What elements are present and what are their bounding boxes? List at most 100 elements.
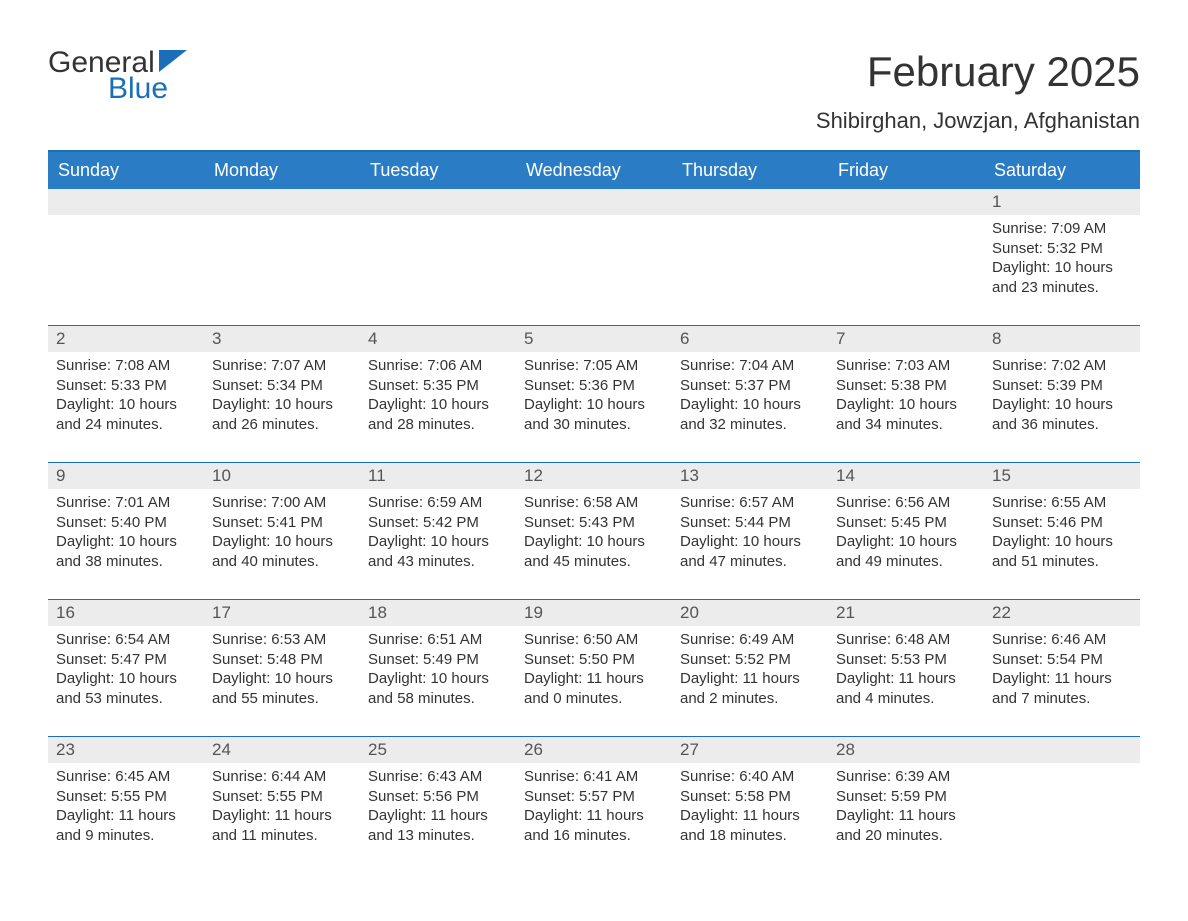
sunrise-text: Sunrise: 6:45 AM (56, 767, 196, 787)
sunrise-text: Sunrise: 6:59 AM (368, 493, 508, 513)
daylight-text: Daylight: 11 hours and 16 minutes. (524, 806, 664, 845)
day-number (984, 737, 1140, 763)
dow-saturday: Saturday (984, 152, 1140, 189)
daycontent-row: Sunrise: 7:09 AMSunset: 5:32 PMDaylight:… (48, 215, 1140, 325)
sunset-text: Sunset: 5:46 PM (992, 513, 1132, 533)
sunrise-text: Sunrise: 6:40 AM (680, 767, 820, 787)
sunrise-text: Sunrise: 7:01 AM (56, 493, 196, 513)
sunset-text: Sunset: 5:54 PM (992, 650, 1132, 670)
day-cell (516, 215, 672, 297)
month-title: February 2025 (816, 48, 1140, 96)
sunset-text: Sunset: 5:43 PM (524, 513, 664, 533)
daylight-text: Daylight: 10 hours and 24 minutes. (56, 395, 196, 434)
sunrise-text: Sunrise: 6:53 AM (212, 630, 352, 650)
day-cell: Sunrise: 6:56 AMSunset: 5:45 PMDaylight:… (828, 489, 984, 571)
day-cell: Sunrise: 7:02 AMSunset: 5:39 PMDaylight:… (984, 352, 1140, 434)
day-cell: Sunrise: 7:07 AMSunset: 5:34 PMDaylight:… (204, 352, 360, 434)
day-of-week-header: SundayMondayTuesdayWednesdayThursdayFrid… (48, 152, 1140, 189)
sunset-text: Sunset: 5:32 PM (992, 239, 1132, 259)
day-cell: Sunrise: 6:41 AMSunset: 5:57 PMDaylight:… (516, 763, 672, 845)
daylight-text: Daylight: 11 hours and 0 minutes. (524, 669, 664, 708)
daylight-text: Daylight: 10 hours and 53 minutes. (56, 669, 196, 708)
daylight-text: Daylight: 10 hours and 43 minutes. (368, 532, 508, 571)
sunrise-text: Sunrise: 6:56 AM (836, 493, 976, 513)
daylight-text: Daylight: 10 hours and 58 minutes. (368, 669, 508, 708)
dow-sunday: Sunday (48, 152, 204, 189)
logo-text-blue: Blue (108, 74, 168, 104)
day-cell (48, 215, 204, 297)
daylight-text: Daylight: 10 hours and 26 minutes. (212, 395, 352, 434)
day-number: 19 (516, 600, 672, 626)
day-number: 7 (828, 326, 984, 352)
sunrise-text: Sunrise: 6:54 AM (56, 630, 196, 650)
day-number: 13 (672, 463, 828, 489)
sunset-text: Sunset: 5:55 PM (56, 787, 196, 807)
daylight-text: Daylight: 11 hours and 20 minutes. (836, 806, 976, 845)
day-cell: Sunrise: 6:55 AMSunset: 5:46 PMDaylight:… (984, 489, 1140, 571)
sunrise-text: Sunrise: 7:04 AM (680, 356, 820, 376)
day-cell: Sunrise: 7:06 AMSunset: 5:35 PMDaylight:… (360, 352, 516, 434)
day-number: 5 (516, 326, 672, 352)
week-row: 1Sunrise: 7:09 AMSunset: 5:32 PMDaylight… (48, 189, 1140, 325)
sunrise-text: Sunrise: 7:00 AM (212, 493, 352, 513)
day-cell (204, 215, 360, 297)
sunrise-text: Sunrise: 6:44 AM (212, 767, 352, 787)
daynum-row: 232425262728 (48, 737, 1140, 763)
daylight-text: Daylight: 10 hours and 40 minutes. (212, 532, 352, 571)
day-number: 3 (204, 326, 360, 352)
dow-monday: Monday (204, 152, 360, 189)
sunrise-text: Sunrise: 6:49 AM (680, 630, 820, 650)
sunset-text: Sunset: 5:52 PM (680, 650, 820, 670)
daycontent-row: Sunrise: 7:08 AMSunset: 5:33 PMDaylight:… (48, 352, 1140, 462)
day-cell: Sunrise: 6:44 AMSunset: 5:55 PMDaylight:… (204, 763, 360, 845)
week-row: 16171819202122Sunrise: 6:54 AMSunset: 5:… (48, 599, 1140, 736)
daylight-text: Daylight: 10 hours and 47 minutes. (680, 532, 820, 571)
day-cell: Sunrise: 6:59 AMSunset: 5:42 PMDaylight:… (360, 489, 516, 571)
day-cell: Sunrise: 7:01 AMSunset: 5:40 PMDaylight:… (48, 489, 204, 571)
day-cell: Sunrise: 6:45 AMSunset: 5:55 PMDaylight:… (48, 763, 204, 845)
day-number: 8 (984, 326, 1140, 352)
day-cell: Sunrise: 6:57 AMSunset: 5:44 PMDaylight:… (672, 489, 828, 571)
week-row: 9101112131415Sunrise: 7:01 AMSunset: 5:4… (48, 462, 1140, 599)
sunset-text: Sunset: 5:40 PM (56, 513, 196, 533)
dow-friday: Friday (828, 152, 984, 189)
sunrise-text: Sunrise: 7:08 AM (56, 356, 196, 376)
daylight-text: Daylight: 10 hours and 34 minutes. (836, 395, 976, 434)
day-cell: Sunrise: 7:08 AMSunset: 5:33 PMDaylight:… (48, 352, 204, 434)
daycontent-row: Sunrise: 7:01 AMSunset: 5:40 PM Daylight:… (48, 489, 1140, 599)
sunset-text: Sunset: 5:59 PM (836, 787, 976, 807)
day-cell: Sunrise: 6:53 AMSunset: 5:48 PMDaylight:… (204, 626, 360, 708)
sunrise-text: Sunrise: 6:41 AM (524, 767, 664, 787)
day-cell (672, 215, 828, 297)
daynum-row: 1 (48, 189, 1140, 215)
daylight-text: Daylight: 10 hours and 30 minutes. (524, 395, 664, 434)
sunset-text: Sunset: 5:56 PM (368, 787, 508, 807)
sunset-text: Sunset: 5:39 PM (992, 376, 1132, 396)
daylight-text: Daylight: 10 hours and 45 minutes. (524, 532, 664, 571)
day-cell (828, 215, 984, 297)
day-cell: Sunrise: 6:54 AMSunset: 5:47 PMDaylight:… (48, 626, 204, 708)
day-number: 4 (360, 326, 516, 352)
sunset-text: Sunset: 5:57 PM (524, 787, 664, 807)
week-row: 232425262728Sunrise: 6:45 AMSunset: 5:55… (48, 736, 1140, 873)
day-number: 28 (828, 737, 984, 763)
daylight-text: Daylight: 10 hours and 32 minutes. (680, 395, 820, 434)
day-cell: Sunrise: 6:50 AMSunset: 5:50 PMDaylight:… (516, 626, 672, 708)
sunset-text: Sunset: 5:33 PM (56, 376, 196, 396)
daylight-text: Daylight: 10 hours and 23 minutes. (992, 258, 1132, 297)
day-number (360, 189, 516, 215)
daynum-row: 2345678 (48, 326, 1140, 352)
sunset-text: Sunset: 5:49 PM (368, 650, 508, 670)
location: Shibirghan, Jowzjan, Afghanistan (816, 108, 1140, 134)
day-cell: Sunrise: 7:00 AMSunset: 5:41 PMDaylight:… (204, 489, 360, 571)
day-number: 11 (360, 463, 516, 489)
day-number: 12 (516, 463, 672, 489)
daylight-text: Daylight: 10 hours and 55 minutes. (212, 669, 352, 708)
day-number (48, 189, 204, 215)
dow-tuesday: Tuesday (360, 152, 516, 189)
sunrise-text: Sunrise: 6:43 AM (368, 767, 508, 787)
day-number: 24 (204, 737, 360, 763)
dow-thursday: Thursday (672, 152, 828, 189)
day-cell: Sunrise: 6:58 AMSunset: 5:43 PMDaylight:… (516, 489, 672, 571)
day-cell: Sunrise: 6:40 AMSunset: 5:58 PMDaylight:… (672, 763, 828, 845)
